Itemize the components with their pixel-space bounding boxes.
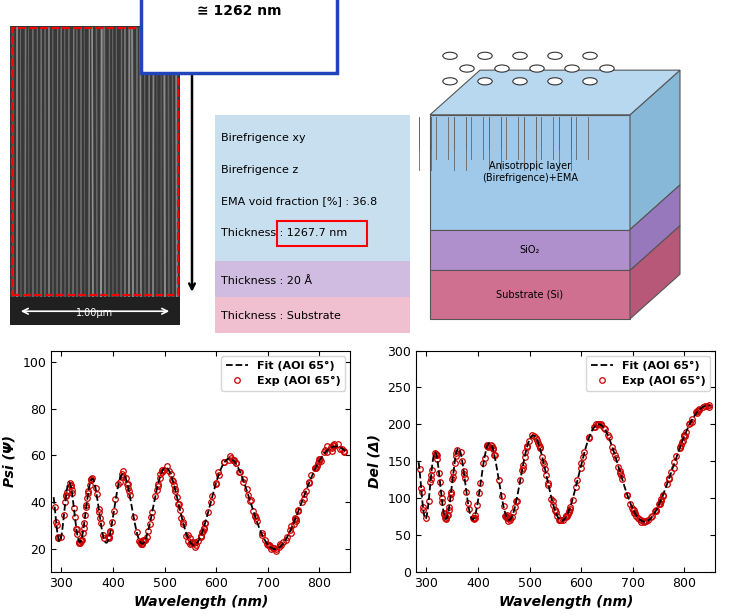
Ellipse shape [565, 65, 579, 72]
Text: ≅ 1262 nm: ≅ 1262 nm [197, 4, 282, 18]
Exp (AOI 65°) [304, 479, 313, 486]
Ellipse shape [495, 65, 510, 72]
Ellipse shape [600, 65, 614, 72]
Fit (AOI 65°) [496, 489, 505, 496]
Ellipse shape [478, 77, 492, 85]
Exp (AOI 65°) [657, 495, 666, 502]
Ellipse shape [478, 52, 492, 60]
Text: SiO₂: SiO₂ [520, 245, 540, 255]
Ellipse shape [443, 77, 457, 85]
Text: Thickness : 20 Å: Thickness : 20 Å [221, 276, 312, 285]
Exp (AOI 65°) [191, 538, 199, 546]
Polygon shape [430, 271, 630, 319]
Ellipse shape [530, 65, 544, 72]
Exp (AOI 65°) [556, 516, 564, 523]
Fit (AOI 65°) [341, 447, 350, 454]
Fit (AOI 65°) [640, 518, 649, 525]
Fit (AOI 65°) [642, 518, 650, 525]
Legend: Fit (AOI 65°), Exp (AOI 65°): Fit (AOI 65°), Exp (AOI 65°) [221, 356, 345, 391]
Fit (AOI 65°) [241, 482, 250, 490]
Exp (AOI 65°) [415, 465, 424, 472]
Ellipse shape [443, 52, 457, 60]
Y-axis label: Psi (Ψ): Psi (Ψ) [3, 435, 17, 487]
Ellipse shape [512, 52, 527, 60]
Polygon shape [630, 185, 680, 271]
Bar [10, 297, 180, 325]
Fit (AOI 65°) [704, 402, 712, 409]
Ellipse shape [583, 77, 597, 85]
Exp (AOI 65°) [292, 515, 301, 523]
Fit (AOI 65°) [677, 438, 686, 446]
Bar [215, 297, 410, 333]
Fit (AOI 65°) [50, 493, 58, 501]
Exp (AOI 65°) [50, 503, 59, 510]
Fit (AOI 65°) [485, 440, 494, 447]
Polygon shape [430, 229, 630, 271]
Polygon shape [630, 70, 680, 229]
Exp (AOI 65°) [118, 467, 127, 475]
Legend: Fit (AOI 65°), Exp (AOI 65°): Fit (AOI 65°), Exp (AOI 65°) [586, 356, 710, 391]
Bar [215, 261, 410, 297]
Ellipse shape [583, 52, 597, 60]
X-axis label: Wavelength (nm): Wavelength (nm) [499, 595, 633, 609]
Text: Substrate (Si): Substrate (Si) [496, 290, 564, 300]
Text: Birefrigence xy: Birefrigence xy [221, 133, 306, 143]
Fit (AOI 65°) [131, 525, 140, 532]
Ellipse shape [548, 52, 562, 60]
Bar [12, 28, 178, 295]
Exp (AOI 65°) [483, 442, 492, 450]
Text: Thickness : Substrate: Thickness : Substrate [221, 311, 341, 322]
Fit (AOI 65°) [277, 542, 285, 550]
Fit (AOI 65°) [415, 459, 423, 466]
Ellipse shape [512, 77, 527, 85]
Y-axis label: Del (Δ): Del (Δ) [368, 434, 382, 488]
Bar [10, 25, 180, 325]
Exp (AOI 65°) [488, 445, 497, 452]
Polygon shape [430, 70, 680, 115]
Fit (AOI 65°) [312, 462, 321, 469]
Exp (AOI 65°) [676, 445, 685, 452]
Fit (AOI 65°) [507, 515, 515, 523]
Exp (AOI 65°) [123, 480, 132, 488]
Exp (AOI 65°) [330, 440, 339, 448]
Line: Exp (AOI 65°): Exp (AOI 65°) [52, 441, 347, 554]
Text: EMA void fraction [%] : 36.8: EMA void fraction [%] : 36.8 [221, 197, 377, 207]
Fit (AOI 65°) [331, 443, 340, 450]
Exp (AOI 65°) [704, 402, 713, 409]
Exp (AOI 65°) [339, 447, 348, 454]
Polygon shape [630, 226, 680, 319]
Bar [277, 221, 367, 246]
Fit (AOI 65°) [706, 402, 715, 410]
Fit (AOI 65°) [120, 473, 129, 480]
Fit (AOI 65°) [606, 437, 615, 445]
Exp (AOI 65°) [272, 547, 280, 555]
Text: Thickness : 1267.7 nm: Thickness : 1267.7 nm [221, 228, 347, 239]
Text: Birefrigence z: Birefrigence z [221, 165, 299, 175]
Line: Exp (AOI 65°): Exp (AOI 65°) [417, 402, 712, 525]
X-axis label: Wavelength (nm): Wavelength (nm) [134, 595, 268, 609]
Text: Anisotropic layer
(Birefrigence)+EMA: Anisotropic layer (Birefrigence)+EMA [482, 161, 578, 183]
Text: 1.00μm: 1.00μm [77, 308, 114, 317]
Ellipse shape [548, 77, 562, 85]
Ellipse shape [460, 65, 474, 72]
Bar [215, 115, 410, 261]
Exp (AOI 65°) [311, 464, 320, 472]
Line: Fit (AOI 65°): Fit (AOI 65°) [419, 405, 710, 522]
Line: Fit (AOI 65°): Fit (AOI 65°) [54, 446, 345, 549]
Fit (AOI 65°) [142, 535, 150, 542]
Exp (AOI 65°) [669, 464, 678, 472]
Polygon shape [430, 115, 630, 229]
Fit (AOI 65°) [270, 546, 279, 553]
Exp (AOI 65°) [640, 518, 649, 525]
